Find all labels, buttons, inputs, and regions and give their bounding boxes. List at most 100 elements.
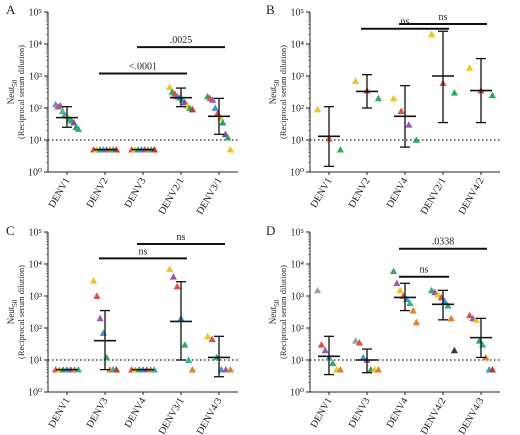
data-point: [428, 30, 436, 38]
data-point: [466, 64, 474, 71]
y-axis-label-paren: (Reciprocal serum dilution): [16, 265, 26, 359]
panel-a: A 10⁰ 10¹ 10² 10³ 10⁴ 10⁵ Neut50(Reciprocal ser…: [6, 2, 238, 217]
y-tick-label: 10⁴: [29, 260, 43, 271]
data-point: [169, 273, 177, 280]
x-tick-label: DENV4/3: [195, 396, 225, 435]
y-axis-label-paren: (Reciprocal serum dilution): [278, 45, 288, 139]
data-point: [150, 146, 158, 153]
panel-label: D: [266, 223, 275, 238]
significance-label: <.0001: [129, 61, 157, 72]
data-point: [409, 306, 417, 314]
y-tick-label: 10³: [29, 72, 42, 83]
x-tick-label: DENV4/2: [457, 176, 487, 217]
data-point: [447, 314, 455, 322]
panel-d: D 10⁰ 10¹ 10² 10³ 10⁴ 10⁵ Neut50(Reciprocal ser…: [266, 223, 500, 435]
x-tick-label: DENV2/1: [419, 176, 449, 217]
data-point: [317, 341, 325, 348]
data-point: [112, 146, 120, 153]
y-tick-label: 10⁰: [290, 388, 304, 399]
data-point: [412, 136, 420, 143]
data-point: [208, 335, 216, 342]
data-point: [352, 337, 360, 344]
data-point: [396, 286, 404, 294]
data-point: [219, 118, 227, 126]
y-axis-label: Neut50: [268, 79, 281, 104]
x-tick-label: DENV1: [309, 176, 335, 210]
data-point: [405, 121, 413, 128]
data-point: [56, 101, 64, 109]
data-point: [472, 316, 480, 323]
y-tick-label: 10²: [29, 104, 42, 115]
data-point: [406, 299, 414, 306]
data-point: [393, 279, 401, 287]
data-point: [374, 94, 382, 102]
x-tick-label: DENV3/1: [157, 396, 187, 435]
data-point: [112, 366, 120, 373]
data-point: [185, 356, 193, 363]
data-point: [93, 292, 101, 299]
y-tick-label: 10¹: [29, 356, 42, 367]
data-point: [188, 366, 196, 373]
y-axis-label: Neut50: [268, 299, 281, 324]
data-point: [444, 302, 452, 309]
panel-label: B: [266, 2, 275, 17]
panel-label: C: [6, 223, 15, 238]
data-point: [173, 282, 181, 290]
data-point: [488, 91, 496, 99]
x-tick-label: DENV1: [47, 176, 73, 210]
data-point: [74, 125, 82, 132]
data-point: [204, 332, 212, 340]
y-axis-label-sub: 50: [11, 79, 19, 87]
significance-label: .0025: [170, 35, 193, 46]
panel-label: A: [6, 2, 16, 17]
data-point: [450, 89, 458, 96]
data-point: [359, 353, 367, 361]
x-tick-label: DENV3: [347, 396, 373, 430]
data-point: [321, 346, 329, 354]
data-point: [209, 96, 217, 103]
y-axis-label-main: Neut: [6, 306, 16, 324]
y-tick-label: 10⁵: [29, 8, 43, 19]
data-point: [103, 353, 111, 361]
x-tick-label: DENV4: [385, 176, 411, 210]
data-point: [412, 318, 420, 326]
data-point: [314, 286, 322, 294]
y-axis-label: Neut50: [6, 79, 19, 104]
y-tick-label: 10²: [291, 324, 304, 335]
data-point: [336, 366, 344, 373]
data-point: [58, 107, 67, 114]
data-point: [488, 366, 496, 373]
data-point: [390, 267, 398, 274]
data-point: [224, 133, 232, 141]
y-tick-label: 10³: [29, 292, 42, 303]
significance-label: ns: [177, 232, 186, 243]
x-tick-label: DENV2: [347, 176, 373, 210]
y-tick-label: 10⁰: [28, 168, 42, 179]
data-point: [74, 366, 82, 373]
y-tick-label: 10²: [291, 104, 304, 115]
data-point: [355, 338, 363, 346]
significance-label: ns: [420, 265, 429, 276]
data-point: [434, 291, 442, 298]
x-tick-label: DENV3: [123, 176, 149, 210]
x-tick-label: DENV4/2: [419, 396, 449, 435]
y-axis-label-main: Neut: [268, 306, 278, 324]
x-tick-label: DENV2/1: [157, 176, 187, 217]
y-tick-label: 10³: [291, 72, 304, 83]
panel-b: B 10⁰ 10¹ 10² 10³ 10⁴ 10⁵ Neut50(Reciprocal ser…: [266, 2, 500, 217]
y-axis-label-sub: 50: [273, 79, 281, 87]
data-point: [352, 77, 360, 84]
x-tick-label: DENV1: [309, 396, 335, 430]
y-tick-label: 10²: [29, 324, 42, 335]
data-point: [374, 366, 382, 373]
y-tick-label: 10¹: [291, 356, 304, 367]
x-tick-label: DENV3: [85, 396, 111, 430]
y-tick-label: 10³: [291, 292, 304, 303]
y-axis-label-paren: (Reciprocal serum dilution): [16, 45, 26, 139]
significance-label: ns: [139, 246, 148, 257]
x-tick-label: DENV4: [123, 396, 149, 430]
y-tick-label: 10¹: [29, 136, 42, 147]
data-point: [329, 359, 337, 366]
data-point: [211, 104, 219, 111]
